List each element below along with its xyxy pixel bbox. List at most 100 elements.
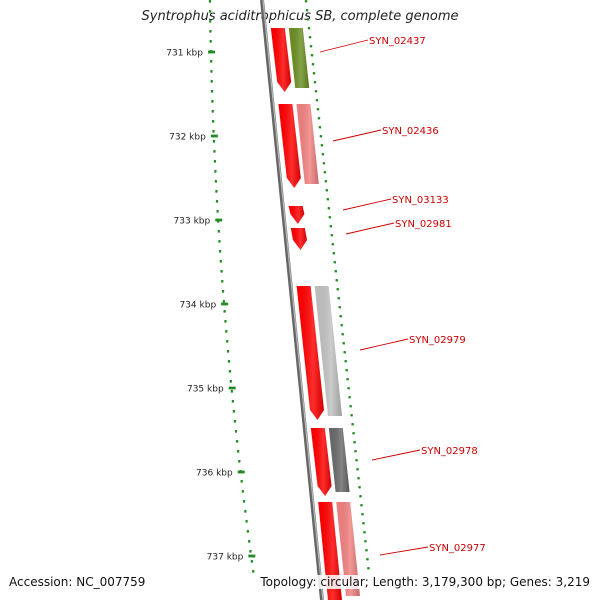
cog-block-shade [328, 428, 350, 492]
ring-dot [246, 529, 250, 533]
ring-dot [231, 399, 235, 403]
gene-label-SYN_02979[interactable]: SYN_02979 [409, 335, 466, 346]
inner-ring-dot [327, 207, 331, 210]
ring-dot [225, 329, 228, 333]
label-leader [359, 338, 409, 351]
gene-SYN_02436[interactable] [278, 104, 319, 188]
ring-dot [210, 79, 213, 83]
inner-ring-dot [367, 567, 370, 570]
inner-ring-dot [311, 63, 315, 66]
ring-dot [241, 489, 245, 493]
ring-dot [229, 379, 233, 383]
inner-ring-dot [325, 189, 329, 192]
strand-arrow-shade [290, 228, 307, 250]
ring-dot [230, 389, 234, 393]
gene-SYN_02437[interactable] [270, 28, 310, 92]
inner-ring-dot [352, 431, 355, 435]
inner-ring-dot [358, 486, 361, 489]
gene-SYN_02979[interactable] [296, 286, 342, 420]
ring-dot [221, 289, 225, 293]
inner-ring-dot [348, 396, 351, 399]
ring-dot [226, 349, 230, 353]
ring-dot [208, 9, 212, 13]
kbp-ruler: 731 kbp 732 kbp 733 kbp 734 kbp 735 kbp 736 k… [166, 49, 256, 563]
ring-dot [215, 199, 219, 203]
gene-track [270, 28, 360, 600]
inner-ring-dot [353, 441, 356, 444]
ring-dot [218, 239, 221, 243]
inner-ring-dot [356, 467, 359, 471]
inner-ring-dot [304, 0, 308, 3]
inner-ring-dot [331, 243, 335, 246]
gene-label-SYN_02977[interactable]: SYN_02977 [429, 543, 486, 554]
inner-ring-dot [308, 35, 312, 39]
inner-ring-dot [342, 341, 346, 345]
ring-dot [209, 39, 212, 43]
inner-ring-dot [337, 297, 341, 300]
backbone-line [260, 0, 324, 600]
inner-ring-dot [339, 314, 343, 318]
gene-SYN_02981[interactable] [290, 228, 307, 250]
inner-ring-dot [314, 90, 318, 93]
inner-ring-dot [359, 495, 362, 498]
strand-arrow-shade [278, 104, 301, 188]
ring-dot [244, 509, 247, 513]
inner-ring-dot [349, 405, 352, 408]
ring-dot [224, 319, 227, 323]
inner-ring-dot [306, 18, 310, 21]
map-title: Syntrophus aciditrophicus SB, complete g… [141, 9, 459, 24]
gene-SYN_02978[interactable] [310, 428, 350, 496]
ring-dot [251, 569, 255, 573]
ring-dot [209, 19, 212, 23]
kbp-tick-mark [221, 302, 229, 306]
ring-dot [228, 369, 232, 373]
inner-ring-dot [355, 458, 358, 462]
cog-block-shade [288, 28, 310, 88]
ring-dot [220, 269, 223, 273]
inner-ring-dot [335, 279, 339, 282]
backbone-highlight [262, 0, 324, 600]
gene-label-SYN_02981[interactable]: SYN_02981 [395, 219, 452, 230]
kbp-tick-mark [207, 50, 215, 54]
inner-ring-dot [317, 117, 321, 120]
gene-label-SYN_03133[interactable]: SYN_03133 [392, 195, 449, 206]
gene-SYN_03133[interactable] [288, 206, 305, 224]
inner-ring-dot [338, 306, 342, 309]
ring-dot [209, 59, 213, 63]
inner-ring-dot [366, 558, 369, 561]
ring-dot [213, 159, 217, 163]
inner-ring-dot [351, 423, 354, 426]
ring-dot [227, 359, 231, 363]
ring-dot [222, 299, 226, 303]
gene-label-SYN_02978[interactable]: SYN_02978 [421, 446, 478, 457]
ring-dot [211, 109, 214, 113]
inner-ring-dot [344, 359, 347, 363]
inner-ring-dot [345, 368, 348, 372]
inner-ring-dot [330, 234, 334, 237]
inner-ring-dot [313, 81, 317, 84]
cog-block-shade [336, 502, 360, 596]
gene-label-SYN_02436[interactable]: SYN_02436 [382, 126, 439, 137]
accession-text: Accession: NC_007759 [9, 575, 146, 589]
kbp-tick-mark [210, 134, 218, 138]
kbp-tick-label: 737 kbp [207, 553, 244, 563]
inner-ring-dot [329, 225, 333, 228]
kbp-tick-label: 731 kbp [166, 49, 203, 59]
label-leader [332, 129, 382, 142]
inner-ring-dot [357, 476, 360, 480]
label-leader [379, 546, 429, 556]
inner-ring-dot [318, 126, 322, 129]
ring-dot [211, 119, 215, 123]
ring-dot [249, 549, 252, 553]
inner-ring-dot [346, 378, 349, 381]
kbp-tick-label: 733 kbp [174, 217, 211, 227]
inner-ring-dot [305, 9, 309, 12]
ring-dot [212, 129, 215, 133]
gene-label-SYN_02437[interactable]: SYN_02437 [369, 36, 426, 47]
kbp-tick-mark [215, 218, 223, 222]
kbp-tick-mark [228, 386, 236, 390]
inner-ring-dot [307, 26, 311, 30]
ring-dot [219, 259, 223, 263]
inner-ring-dot [310, 53, 314, 57]
inner-ring-dot [343, 351, 346, 354]
